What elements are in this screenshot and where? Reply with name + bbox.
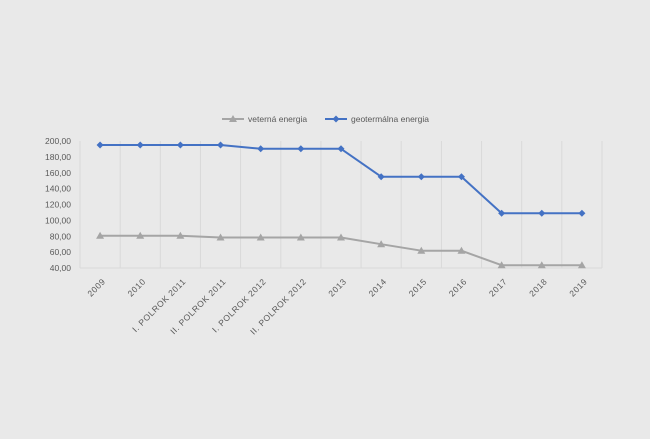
data-point [136,231,145,239]
y-tick-label: 100,00 [45,215,71,225]
y-tick-label: 80,00 [50,231,72,241]
data-point [297,145,305,153]
y-tick-label: 120,00 [45,200,71,210]
legend: veterná energia geotermálna energia [222,114,429,124]
series-line-1 [100,143,582,215]
legend-item: veterná energia [222,114,307,124]
data-point [457,246,466,254]
x-tick-label: 2016 [447,276,469,298]
data-point [498,209,506,217]
data-point [257,145,265,153]
x-tick-label: 2017 [487,276,509,298]
data-point [417,246,426,254]
x-tick-label: 2014 [366,276,388,298]
data-point [457,173,465,181]
x-tick-label: 2009 [85,276,107,298]
data-point [296,233,305,241]
x-tick-label: 2015 [407,276,429,298]
legend-swatch-marker [229,115,237,122]
series-layer [96,141,586,269]
y-tick-label: 140,00 [45,184,71,194]
legend-swatch-marker [332,115,340,123]
data-point [578,209,586,217]
data-point [417,173,425,181]
data-point [337,145,345,153]
data-point [538,209,546,217]
data-point [537,261,546,269]
legend-label: geotermálna energia [351,114,429,124]
y-tick-label: 160,00 [45,168,71,178]
data-point [377,173,385,181]
data-point [577,261,586,269]
x-tick-label: 2010 [126,276,148,298]
y-tick-label: 60,00 [50,247,72,257]
data-point [337,233,345,241]
data-point [96,141,104,149]
y-tick-label: 180,00 [45,152,71,162]
data-point [176,141,184,149]
grid-layer [79,141,603,268]
data-point [256,233,265,241]
data-point [96,231,105,239]
data-point [176,231,185,239]
data-point [377,240,386,248]
x-tick-label: 2019 [567,276,589,298]
legend-item: geotermálna energia [325,114,429,124]
x-tick-label: 2018 [527,276,549,298]
data-point [216,233,225,241]
data-point [497,261,506,269]
data-point [136,141,144,149]
y-tick-label: 40,00 [50,263,72,273]
y-tick-label: 200,00 [45,136,71,146]
legend-label: veterná energia [248,114,307,124]
x-tick-label: 2013 [326,276,348,298]
data-point [217,141,225,149]
